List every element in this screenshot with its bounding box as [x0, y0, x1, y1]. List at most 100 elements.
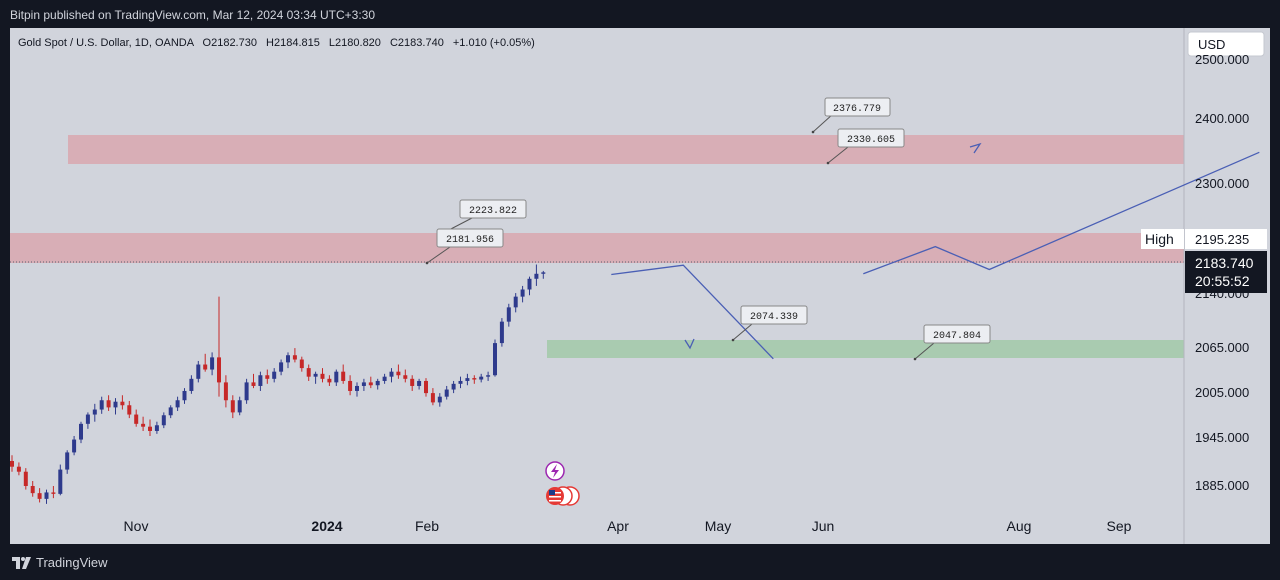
forecast-path-down [611, 264, 774, 360]
candle-body [306, 368, 311, 377]
candle-body [486, 375, 491, 377]
callout-2330: 2330.605 [826, 128, 905, 165]
arrowhead-down [684, 338, 695, 350]
candle-body [23, 471, 28, 486]
high-label-text: High [1145, 231, 1174, 247]
candle-body [361, 382, 366, 386]
candle-body [458, 380, 463, 384]
candle-body [72, 439, 77, 453]
candle-body [203, 364, 208, 370]
candle-body [341, 371, 346, 381]
candle-body [313, 373, 318, 377]
candle-body [230, 400, 235, 413]
callout-2047-label: 2047.804 [933, 331, 981, 342]
chart-canvas[interactable]: 2376.779 2330.605 2223.822 2181.956 2074… [10, 28, 1270, 544]
candle-body [237, 400, 242, 413]
candle-body [327, 378, 332, 383]
candle-body [16, 466, 21, 472]
countdown-timer: 20:55:52 [1195, 273, 1250, 289]
y-tick-1945: 1945.000 [1195, 430, 1249, 445]
callout-2223-label: 2223.822 [469, 206, 517, 217]
last-price-label: 2183.740 20:55:52 [1185, 251, 1267, 293]
callout-2376: 2376.779 [811, 97, 891, 134]
y-tick-2400: 2400.000 [1195, 111, 1249, 126]
candle-body [534, 273, 539, 279]
x-label-apr: Apr [607, 518, 629, 534]
y-tick-1885: 1885.000 [1195, 478, 1249, 493]
candle-body [134, 414, 139, 424]
candle-body [244, 382, 249, 401]
candle-body [148, 426, 152, 431]
candle-body [113, 401, 118, 408]
candle-body [403, 375, 408, 379]
candle-body [92, 409, 97, 415]
chart-area[interactable]: 2376.779 2330.605 2223.822 2181.956 2074… [10, 28, 1270, 544]
candle-body [51, 492, 56, 494]
x-label-jun: Jun [812, 518, 835, 534]
currency-label: USD [1198, 37, 1225, 52]
candle-body [65, 452, 70, 470]
publisher-bar: Bitpin published on TradingView.com, Mar… [0, 0, 1280, 28]
candle-body [58, 469, 63, 494]
tradingview-logo[interactable]: TradingView [12, 555, 108, 570]
x-label-2024: 2024 [311, 518, 342, 534]
currency-button[interactable]: USD [1187, 31, 1265, 57]
candle-body [292, 355, 297, 360]
candle-body [444, 389, 449, 397]
candle-body [30, 486, 35, 494]
candle-body [513, 296, 518, 308]
tradingview-logo-icon [12, 556, 31, 569]
candle-body [141, 423, 146, 427]
candle-body [286, 355, 290, 363]
last-price-value: 2183.740 [1195, 255, 1254, 271]
candle-body [320, 373, 325, 379]
callout-2074-label: 2074.339 [750, 312, 798, 323]
candle-body [272, 371, 277, 379]
candle-body [368, 382, 373, 386]
candle-body [541, 272, 546, 274]
candle-body [389, 371, 394, 377]
candle-body [424, 380, 428, 394]
candle-body [417, 380, 422, 386]
partial-tick-top: 2500.000 [1195, 52, 1249, 67]
candle-body [430, 393, 435, 403]
candle-body [493, 343, 497, 376]
candle-body [279, 362, 284, 372]
callout-2181-label: 2181.956 [446, 235, 494, 246]
candle-body [506, 307, 511, 322]
support-zone [547, 340, 1184, 358]
candle-body [375, 380, 380, 386]
candle-body [106, 400, 111, 408]
candle-body [396, 371, 401, 376]
candle-body [348, 380, 353, 391]
candle-body [223, 382, 228, 401]
candle-body [265, 375, 270, 379]
candle-body [217, 357, 221, 383]
resistance-zone-upper [68, 135, 1184, 164]
ohlc-open: O2182.730 [203, 37, 257, 49]
callout-2330-label: 2330.605 [847, 135, 895, 146]
symbol-info-line: Gold Spot / U.S. Dollar, 1D, OANDA O2182… [18, 37, 535, 49]
candle-body [437, 396, 442, 403]
callout-2181: 2181.956 [425, 228, 504, 265]
lightning-event-icon[interactable] [545, 461, 565, 481]
ohlc-close: C2183.740 [390, 37, 444, 49]
candle-body [527, 278, 532, 290]
candle-body [85, 414, 90, 424]
candle-body [520, 289, 525, 297]
y-tick-2065: 2065.000 [1195, 340, 1249, 355]
callout-2223: 2223.822 [446, 199, 527, 232]
candle-body [465, 378, 470, 381]
us-flag-event-icon[interactable] [546, 486, 580, 506]
candle-body [451, 383, 456, 390]
callout-2376-label: 2376.779 [833, 104, 881, 115]
candlestick-series [10, 264, 546, 504]
callout-2074: 2074.339 [731, 305, 808, 342]
high-label: High 2195.235 [1141, 229, 1267, 249]
tradingview-brand: TradingView [36, 555, 108, 570]
ohlc-low: L2180.820 [329, 37, 381, 49]
candle-body [127, 405, 132, 415]
x-label-sep: Sep [1107, 518, 1132, 534]
candle-body [355, 385, 359, 391]
candle-body [10, 460, 14, 467]
